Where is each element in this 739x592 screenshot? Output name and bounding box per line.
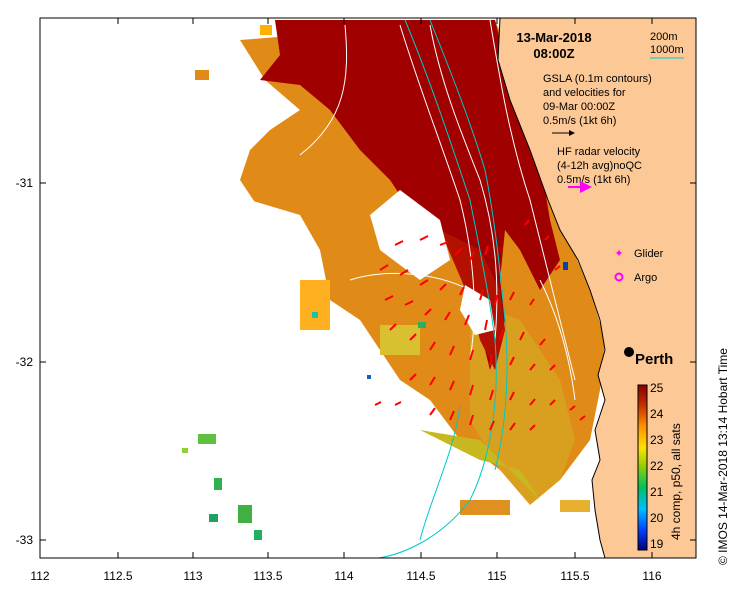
sst-cool-patch (312, 312, 318, 318)
map-date: 13-Mar-2018 (516, 30, 591, 45)
sst-field (182, 20, 605, 540)
x-tick-label: 113 (183, 569, 202, 583)
plot-frame (39, 17, 697, 559)
legend-gsla-scale: 0.5m/s (1kt 6h) (543, 115, 616, 127)
colorbar-tick: 24 (650, 407, 664, 421)
legend-argo: Argo (634, 272, 657, 284)
legend-gsla-line2: and velocities for (543, 87, 626, 99)
glider-icon: ✦ (614, 248, 623, 260)
colorbar-tick: 19 (650, 537, 664, 551)
x-tick-label: 113.5 (253, 569, 282, 583)
gsla-contours (299, 24, 576, 401)
isobath-1000m (419, 404, 461, 541)
sst-cool-patch (367, 375, 371, 379)
sst-cool-patch (182, 448, 188, 453)
legend-200m: 200m (650, 31, 678, 43)
x-tick-label: 116 (642, 569, 661, 583)
legend-hf-line2: (4-12h avg)noQC (557, 160, 642, 172)
sst-patch (560, 500, 590, 512)
x-tick-label: 112 (30, 569, 49, 583)
y-tick-label: -33 (16, 533, 34, 547)
perth-marker (624, 347, 634, 357)
cloud-gap (370, 190, 450, 280)
isobath-1000m (377, 19, 497, 559)
y-tick-label: -31 (16, 176, 34, 190)
sst-cool-patch (198, 434, 216, 444)
x-axis-ticks (39, 18, 696, 558)
hf-radar-vectors (374, 219, 586, 431)
colorbar-ticks: 25 24 23 22 21 20 19 (650, 381, 664, 551)
sst-cool-patch (418, 322, 426, 328)
sst-patch (260, 25, 272, 35)
legend-1000m: 1000m (650, 44, 684, 56)
credit-text: © IMOS 14-Mar-2018 13:14 Hobart Time (716, 348, 730, 565)
sst-patch (300, 280, 330, 330)
legend-hf-scale: 0.5m/s (1kt 6h) (557, 174, 630, 186)
perth-label: Perth (635, 351, 673, 368)
y-tick-label: -32 (16, 355, 34, 369)
map-time: 08:00Z (533, 46, 574, 61)
colorbar-tick: 25 (650, 381, 664, 395)
sst-cool-patch (254, 530, 262, 540)
x-tick-label: 114 (334, 569, 353, 583)
sst-patch (460, 500, 510, 515)
colorbar (637, 384, 648, 551)
legend-gsla-line1: GSLA (0.1m contours) (543, 73, 652, 85)
sst-lime-region (420, 430, 540, 500)
isobath-200m (489, 19, 576, 381)
colorbar-tick: 21 (650, 485, 664, 499)
sst-patch (380, 325, 420, 355)
sst-cool-patch (214, 478, 222, 490)
colorbar-tick: 23 (650, 433, 664, 447)
sst-cool-patch (238, 505, 252, 523)
isobath-1000m (429, 19, 508, 471)
argo-icon (614, 272, 624, 282)
sst-cool-patch (209, 514, 218, 522)
legend-hf-line1: HF radar velocity (557, 146, 641, 158)
x-tick-label: 115.5 (560, 569, 589, 583)
x-tick-label: 115 (487, 569, 506, 583)
sst-patch (195, 70, 209, 80)
x-tick-label: 114.5 (406, 569, 435, 583)
colorbar-tick: 20 (650, 511, 664, 525)
isobaths (377, 19, 576, 559)
x-tick-label: 112.5 (103, 569, 132, 583)
colorbar-tick: 22 (650, 459, 664, 473)
colorbar-label: 4h comp, p50, all sats (669, 423, 683, 540)
legend-glider: Glider (634, 248, 664, 260)
sst-cool-patch (563, 262, 568, 270)
legend-gsla-line3: 09-Mar 00:00Z (543, 101, 615, 113)
